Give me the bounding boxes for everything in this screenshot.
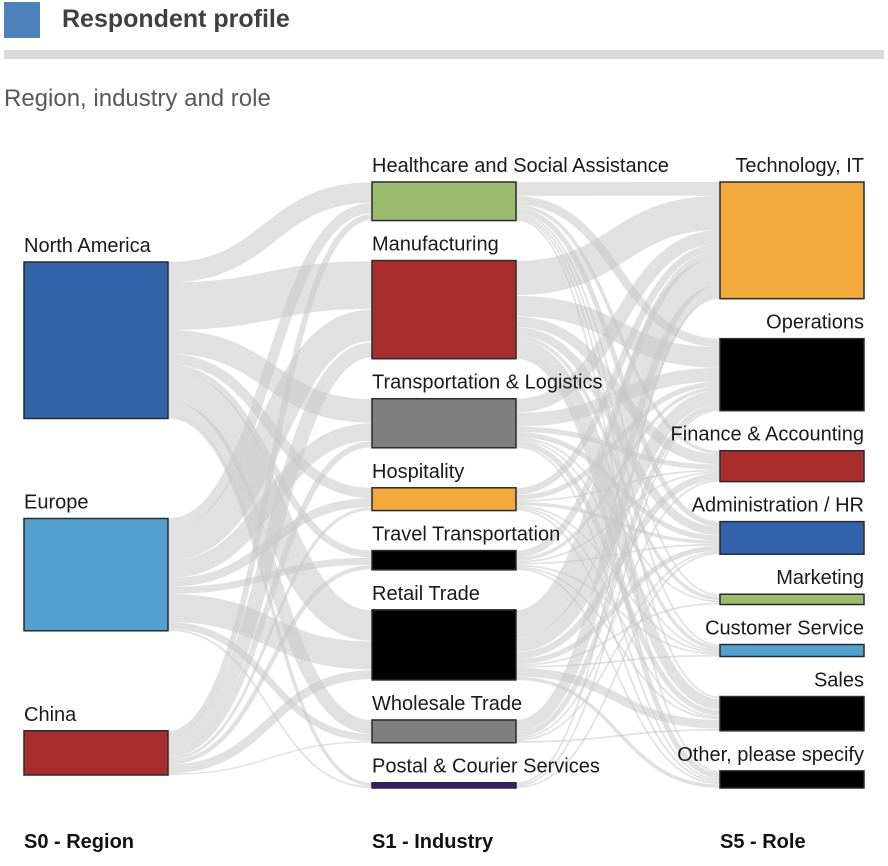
link-postal-courier-services-to-administration-hr: [515, 552, 721, 788]
chart-subtitle: Region, industry and role: [4, 85, 271, 112]
node-operations: [719, 337, 865, 412]
link-travel-transportation-to-other-please-specify: [515, 568, 721, 785]
nodes-layer: [23, 181, 865, 789]
link-china-to-travel-transportation: [167, 565, 373, 765]
node-label-finance-accounting: Finance & Accounting: [671, 424, 864, 446]
node-administration-hr: [719, 520, 865, 555]
link-wholesale-trade-to-operations: [515, 403, 721, 738]
header: Respondent profile: [0, 0, 888, 60]
header-accent-square: [4, 2, 40, 38]
node-label-administration-hr: Administration / HR: [692, 495, 864, 517]
link-hospitality-to-sales: [515, 507, 721, 718]
node-label-technology-it: Technology, IT: [735, 155, 864, 177]
stage-label-s0-region: S0 - Region: [24, 831, 134, 853]
link-travel-transportation-to-sales: [515, 566, 721, 720]
node-europe: [23, 517, 169, 632]
node-label-operations: Operations: [766, 312, 864, 334]
node-transportation-logistics: [371, 397, 517, 449]
link-china-to-transportation-logistics: [167, 441, 373, 758]
link-retail-trade-to-administration-hr: [515, 545, 721, 665]
link-china-to-hospitality: [167, 507, 373, 761]
link-china-to-retail-trade: [167, 670, 373, 774]
link-china-to-manufacturing: [167, 342, 373, 752]
node-wholesale-trade: [371, 719, 517, 744]
node-postal-courier-services: [371, 781, 517, 789]
node-label-wholesale-trade: Wholesale Trade: [372, 693, 522, 715]
node-manufacturing: [371, 259, 517, 360]
node-sales: [719, 695, 865, 732]
link-wholesale-trade-to-sales: [515, 729, 721, 743]
link-europe-to-wholesale-trade: [167, 622, 373, 741]
link-retail-trade-to-sales: [515, 667, 721, 729]
link-transportation-logistics-to-technology-it: [515, 230, 721, 413]
link-north-america-to-manufacturing: [167, 261, 373, 331]
node-technology-it: [719, 181, 865, 300]
node-finance-accounting: [719, 449, 865, 483]
link-europe-to-manufacturing: [166, 309, 374, 561]
node-other-please-specify: [719, 770, 865, 789]
node-marketing: [719, 593, 865, 606]
link-north-america-to-healthcare-and-social-assistance: [167, 182, 373, 283]
node-north-america: [23, 261, 169, 420]
link-retail-trade-to-other-please-specify: [515, 676, 721, 788]
link-china-to-healthcare-and-social-assistance: [167, 214, 373, 737]
node-label-manufacturing: Manufacturing: [372, 234, 499, 256]
node-label-postal-courier-services: Postal & Courier Services: [372, 756, 600, 778]
node-label-sales: Sales: [814, 670, 864, 692]
node-retail-trade: [371, 609, 517, 681]
links-layer: [166, 181, 722, 789]
node-healthcare-and-social-assistance: [371, 181, 517, 222]
link-retail-trade-to-technology-it: [514, 257, 722, 638]
link-travel-transportation-to-administration-hr: [515, 543, 721, 565]
page-title: Respondent profile: [62, 5, 290, 33]
link-manufacturing-to-technology-it: [515, 195, 721, 296]
node-label-china: China: [24, 704, 77, 726]
stage-label-s5-role: S5 - Role: [720, 831, 806, 853]
link-europe-to-postal-courier-services: [167, 629, 373, 789]
link-china-to-wholesale-trade: [167, 741, 373, 776]
link-wholesale-trade-to-technology-it: [515, 284, 721, 733]
link-transportation-logistics-to-customer-service: [515, 439, 721, 652]
link-europe-to-transportation-logistics: [167, 423, 373, 579]
node-label-travel-transportation: Travel Transportation: [372, 524, 560, 546]
node-customer-service: [719, 643, 865, 658]
node-travel-transportation: [371, 549, 517, 571]
link-postal-courier-services-to-operations: [515, 409, 721, 787]
header-divider: [4, 50, 884, 59]
node-hospitality: [371, 487, 517, 512]
link-retail-trade-to-customer-service: [515, 654, 721, 668]
node-china: [23, 730, 169, 776]
node-label-customer-service: Customer Service: [705, 618, 864, 640]
link-europe-to-healthcare-and-social-assistance: [167, 203, 373, 530]
node-label-europe: Europe: [24, 492, 89, 514]
node-label-marketing: Marketing: [776, 567, 864, 589]
link-healthcare-and-social-assistance-to-operations: [515, 196, 721, 348]
link-hospitality-to-technology-it: [515, 243, 721, 495]
link-wholesale-trade-to-administration-hr: [515, 550, 721, 741]
link-wholesale-trade-to-finance-accounting: [515, 479, 721, 740]
node-label-north-america: North America: [24, 235, 152, 257]
link-postal-courier-services-to-technology-it: [515, 296, 721, 785]
stage-label-s1-industry: S1 - Industry: [372, 831, 494, 853]
node-label-other-please-specify: Other, please specify: [677, 744, 864, 766]
node-label-transportation-logistics: Transportation & Logistics: [372, 372, 602, 394]
node-label-hospitality: Hospitality: [372, 461, 464, 483]
link-retail-trade-to-marketing: [515, 602, 721, 666]
node-label-healthcare-and-social-assistance: Healthcare and Social Assistance: [372, 155, 669, 177]
node-label-retail-trade: Retail Trade: [372, 583, 480, 605]
labels-layer: North America Europe China Healthcare and S…: [24, 155, 864, 853]
